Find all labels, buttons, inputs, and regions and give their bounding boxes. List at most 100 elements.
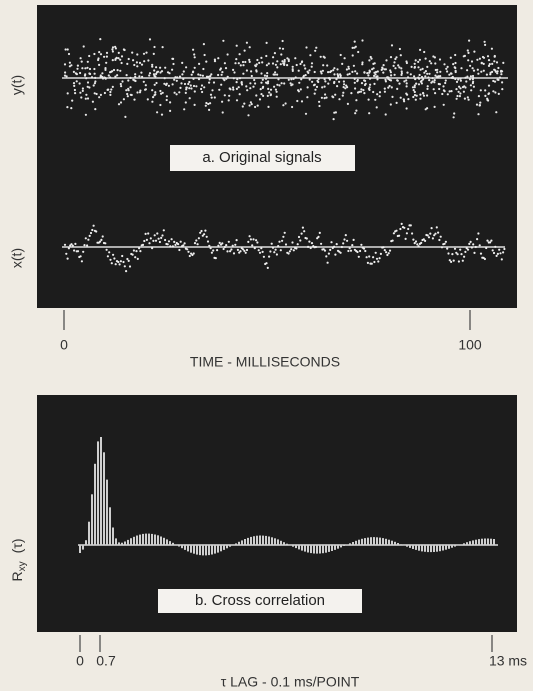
noise-dot (361, 39, 363, 41)
signal-dot (152, 240, 154, 242)
noise-dot (84, 67, 86, 69)
noise-dot (277, 78, 279, 80)
signal-dot (122, 261, 124, 263)
noise-dot (285, 102, 287, 104)
noise-dot (187, 83, 189, 85)
signal-dot (427, 234, 429, 236)
noise-dot (477, 113, 479, 115)
noise-dot (253, 79, 255, 81)
noise-dot (147, 98, 149, 100)
noise-dot (182, 78, 184, 80)
signal-dot (445, 241, 447, 243)
noise-dot (111, 48, 113, 50)
noise-dot (291, 106, 293, 108)
noise-dot (85, 98, 87, 100)
noise-dot (323, 56, 325, 58)
noise-dot (443, 104, 445, 106)
signal-dot (125, 270, 127, 272)
noise-dot (433, 81, 435, 83)
noise-dot (333, 73, 335, 75)
noise-dot (390, 74, 392, 76)
tick-label: 0 (76, 653, 84, 669)
noise-dot (384, 79, 386, 81)
noise-dot (183, 70, 185, 72)
noise-dot (74, 92, 76, 94)
noise-dot (112, 59, 114, 61)
noise-dot (145, 88, 147, 90)
signal-dot (237, 249, 239, 251)
noise-dot (159, 67, 161, 69)
noise-dot (120, 85, 122, 87)
noise-dot (291, 83, 293, 85)
signal-dot (126, 258, 128, 260)
noise-dot (369, 86, 371, 88)
noise-dot (489, 73, 491, 75)
noise-dot (397, 64, 399, 66)
noise-dot (164, 77, 166, 79)
noise-dot (179, 87, 181, 89)
noise-dot (293, 78, 295, 80)
noise-dot (176, 80, 178, 82)
noise-dot (151, 89, 153, 91)
noise-dot (454, 62, 456, 64)
noise-dot (370, 58, 372, 60)
noise-dot (443, 89, 445, 91)
noise-dot (488, 59, 490, 61)
noise-dot (162, 46, 164, 48)
noise-dot (346, 68, 348, 70)
signal-dot (375, 252, 377, 254)
noise-dot (114, 76, 116, 78)
signal-dot (343, 238, 345, 240)
signal-dot (463, 256, 465, 258)
noise-dot (313, 84, 315, 86)
signal-dot (440, 236, 442, 238)
noise-dot (68, 53, 70, 55)
noise-dot (337, 76, 339, 78)
noise-dot (463, 55, 465, 57)
signal-dot (93, 225, 95, 227)
noise-dot (438, 88, 440, 90)
noise-dot (452, 63, 454, 65)
noise-dot (496, 79, 498, 81)
noise-dot (149, 72, 151, 74)
noise-dot (494, 91, 496, 93)
noise-dot (154, 84, 156, 86)
noise-dot (155, 66, 157, 68)
noise-dot (368, 112, 370, 114)
noise-dot (111, 70, 113, 72)
noise-dot (483, 70, 485, 72)
signal-dot (328, 253, 330, 255)
noise-dot (495, 111, 497, 113)
noise-dot (374, 62, 376, 64)
noise-dot (172, 83, 174, 85)
signal-dot (437, 232, 439, 234)
noise-dot (219, 69, 221, 71)
noise-dot (414, 91, 416, 93)
noise-dot (479, 104, 481, 106)
noise-dot (79, 82, 81, 84)
signal-dot (262, 251, 264, 253)
noise-dot (115, 47, 117, 49)
noise-dot (76, 68, 78, 70)
noise-dot (227, 53, 229, 55)
noise-dot (390, 71, 392, 73)
noise-dot (136, 91, 138, 93)
noise-dot (227, 76, 229, 78)
noise-dot (260, 57, 262, 59)
noise-dot (220, 84, 222, 86)
signal-dot (139, 250, 141, 252)
signal-dot (341, 246, 343, 248)
noise-dot (80, 96, 82, 98)
signal-dot (429, 233, 431, 235)
signal-dot (334, 254, 336, 256)
signal-dot (457, 253, 459, 255)
noise-dot (71, 100, 73, 102)
noise-dot (69, 65, 71, 67)
signal-dot (168, 240, 170, 242)
noise-dot (178, 91, 180, 93)
noise-dot (328, 77, 330, 79)
noise-dot (241, 81, 243, 83)
noise-dot (484, 89, 486, 91)
signal-dot (221, 242, 223, 244)
noise-dot (119, 59, 121, 61)
